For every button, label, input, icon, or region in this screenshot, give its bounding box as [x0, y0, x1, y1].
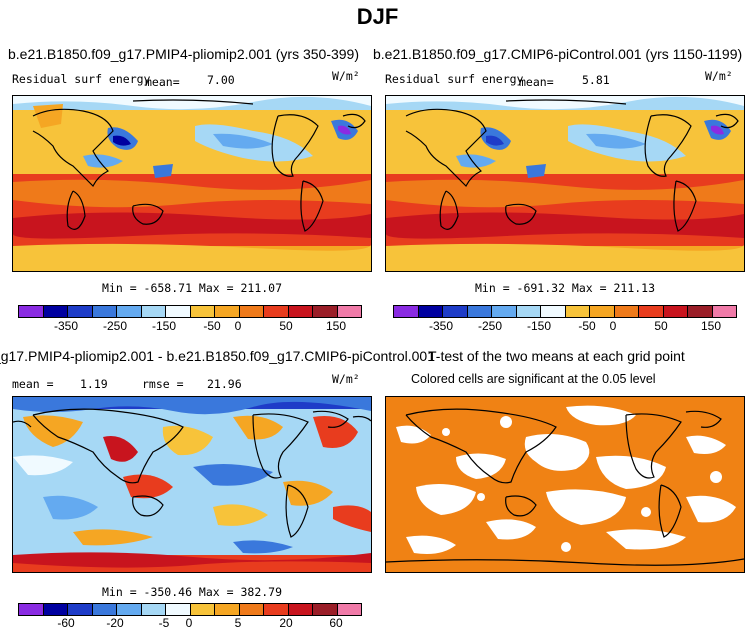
colorbar-tick: -150 — [151, 319, 177, 333]
colorbar-swatch — [190, 604, 215, 615]
colorbar-swatch — [541, 306, 566, 317]
colorbar-swatch — [117, 604, 142, 615]
colorbar-field-left — [18, 305, 362, 318]
colorbar-swatch — [492, 306, 517, 317]
variable-label: Residual surf energy — [385, 72, 524, 86]
mean-value: 1.19 — [80, 377, 108, 391]
colorbar-swatch — [663, 306, 688, 317]
mean-label: mean = — [12, 377, 54, 391]
colorbar-swatch — [288, 604, 313, 615]
colorbar-tick: 50 — [654, 319, 668, 333]
rmse-value: 21.96 — [207, 377, 242, 391]
panel-title-pliomip: b.e21.B1850.f09_g17.PMIP4-pliomip2.001 (… — [8, 46, 359, 62]
colorbar-swatch — [239, 604, 264, 615]
colorbar-swatch — [92, 604, 117, 615]
colorbar-tick: 0 — [185, 616, 193, 630]
page-title: DJF — [356, 4, 399, 29]
colorbar-swatch — [19, 306, 44, 317]
colorbar-difference — [18, 603, 362, 616]
colorbar-tick: -350 — [53, 319, 79, 333]
colorbar-tick: 20 — [279, 616, 293, 630]
colorbar-swatch — [590, 306, 615, 317]
colorbar-tick: -250 — [102, 319, 128, 333]
colorbar-tick: 150 — [700, 319, 722, 333]
colorbar-swatch — [614, 306, 639, 317]
colorbar-swatch — [337, 306, 361, 317]
colorbar-swatch — [166, 604, 191, 615]
colorbar-swatch — [166, 306, 191, 317]
colorbar-swatch — [215, 604, 240, 615]
colorbar-swatch — [394, 306, 419, 317]
colorbar-tick: -50 — [578, 319, 596, 333]
map-pliomip-svg — [13, 96, 371, 271]
colorbar-tick: 60 — [329, 616, 343, 630]
mean-value: 7.00 — [207, 73, 235, 87]
map-difference — [12, 396, 372, 573]
colorbar-swatch — [264, 306, 289, 317]
colorbar-swatch — [639, 306, 664, 317]
colorbar-tick: 50 — [279, 319, 293, 333]
colorbar-swatch — [467, 306, 492, 317]
map-picontrol-svg — [386, 96, 744, 271]
colorbar-swatch — [288, 306, 313, 317]
colorbar-swatch — [264, 604, 289, 615]
colorbar-swatch — [68, 604, 93, 615]
colorbar-swatch — [443, 306, 468, 317]
colorbar-swatch — [565, 306, 590, 317]
colorbar-swatch — [712, 306, 736, 317]
panel-title-ttest: T-test of the two means at each grid poi… — [428, 348, 685, 364]
colorbar-swatch — [313, 306, 338, 317]
colorbar-swatch — [92, 306, 117, 317]
colorbar-tick: 0 — [609, 319, 617, 333]
minmax-label: Min = -350.46 Max = 382.79 — [102, 585, 283, 599]
variable-label: Residual surf energy — [12, 72, 151, 86]
colorbar-tick: 5 — [234, 616, 242, 630]
colorbar-tick: -250 — [477, 319, 503, 333]
minmax-label: Min = -658.71 Max = 211.07 — [102, 281, 283, 295]
colorbar-swatch — [43, 604, 68, 615]
map-ttest-svg — [386, 397, 744, 572]
colorbar-tick: -5 — [158, 616, 170, 630]
colorbar-swatch — [239, 306, 264, 317]
colorbar-swatch — [19, 604, 44, 615]
colorbar-tick: -60 — [57, 616, 75, 630]
colorbar-swatch — [418, 306, 443, 317]
colorbar-tick: 0 — [234, 319, 242, 333]
map-difference-svg — [13, 397, 371, 572]
mean-value: 5.81 — [582, 73, 610, 87]
colorbar-swatch — [215, 306, 240, 317]
colorbar-tick: -350 — [428, 319, 454, 333]
colorbar-tick: -50 — [203, 319, 221, 333]
panel-title-picontrol: b.e21.B1850.f09_g17.CMIP6-piControl.001 … — [373, 46, 743, 62]
rmse-label: rmse = — [142, 377, 184, 391]
ttest-subtitle: Colored cells are significant at the 0.0… — [411, 372, 656, 386]
colorbar-field-right — [393, 305, 737, 318]
colorbar-tick: 150 — [325, 319, 347, 333]
map-pliomip — [12, 95, 372, 272]
map-picontrol — [385, 95, 745, 272]
colorbar-swatch — [190, 306, 215, 317]
map-ttest — [385, 396, 745, 573]
colorbar-swatch — [43, 306, 68, 317]
colorbar-swatch — [313, 604, 338, 615]
colorbar-swatch — [337, 604, 361, 615]
colorbar-swatch — [516, 306, 541, 317]
colorbar-tick: -20 — [106, 616, 124, 630]
colorbar-swatch — [141, 306, 166, 317]
mean-label: mean= — [519, 75, 554, 89]
colorbar-swatch — [688, 306, 713, 317]
units-label: W/m² — [705, 69, 733, 83]
panel-title-difference: b.e21.B1850.f09_g17.PMIP4-pliomip2.001 -… — [0, 348, 435, 364]
colorbar-swatch — [117, 306, 142, 317]
units-label: W/m² — [332, 69, 360, 83]
mean-label: mean= — [145, 75, 180, 89]
colorbar-swatch — [68, 306, 93, 317]
panel-title-difference-text: b.e21.B1850.f09_g17.PMIP4-pliomip2.001 -… — [0, 348, 435, 364]
colorbar-tick: -150 — [526, 319, 552, 333]
colorbar-swatch — [141, 604, 166, 615]
units-label: W/m² — [332, 372, 360, 386]
minmax-label: Min = -691.32 Max = 211.13 — [475, 281, 656, 295]
